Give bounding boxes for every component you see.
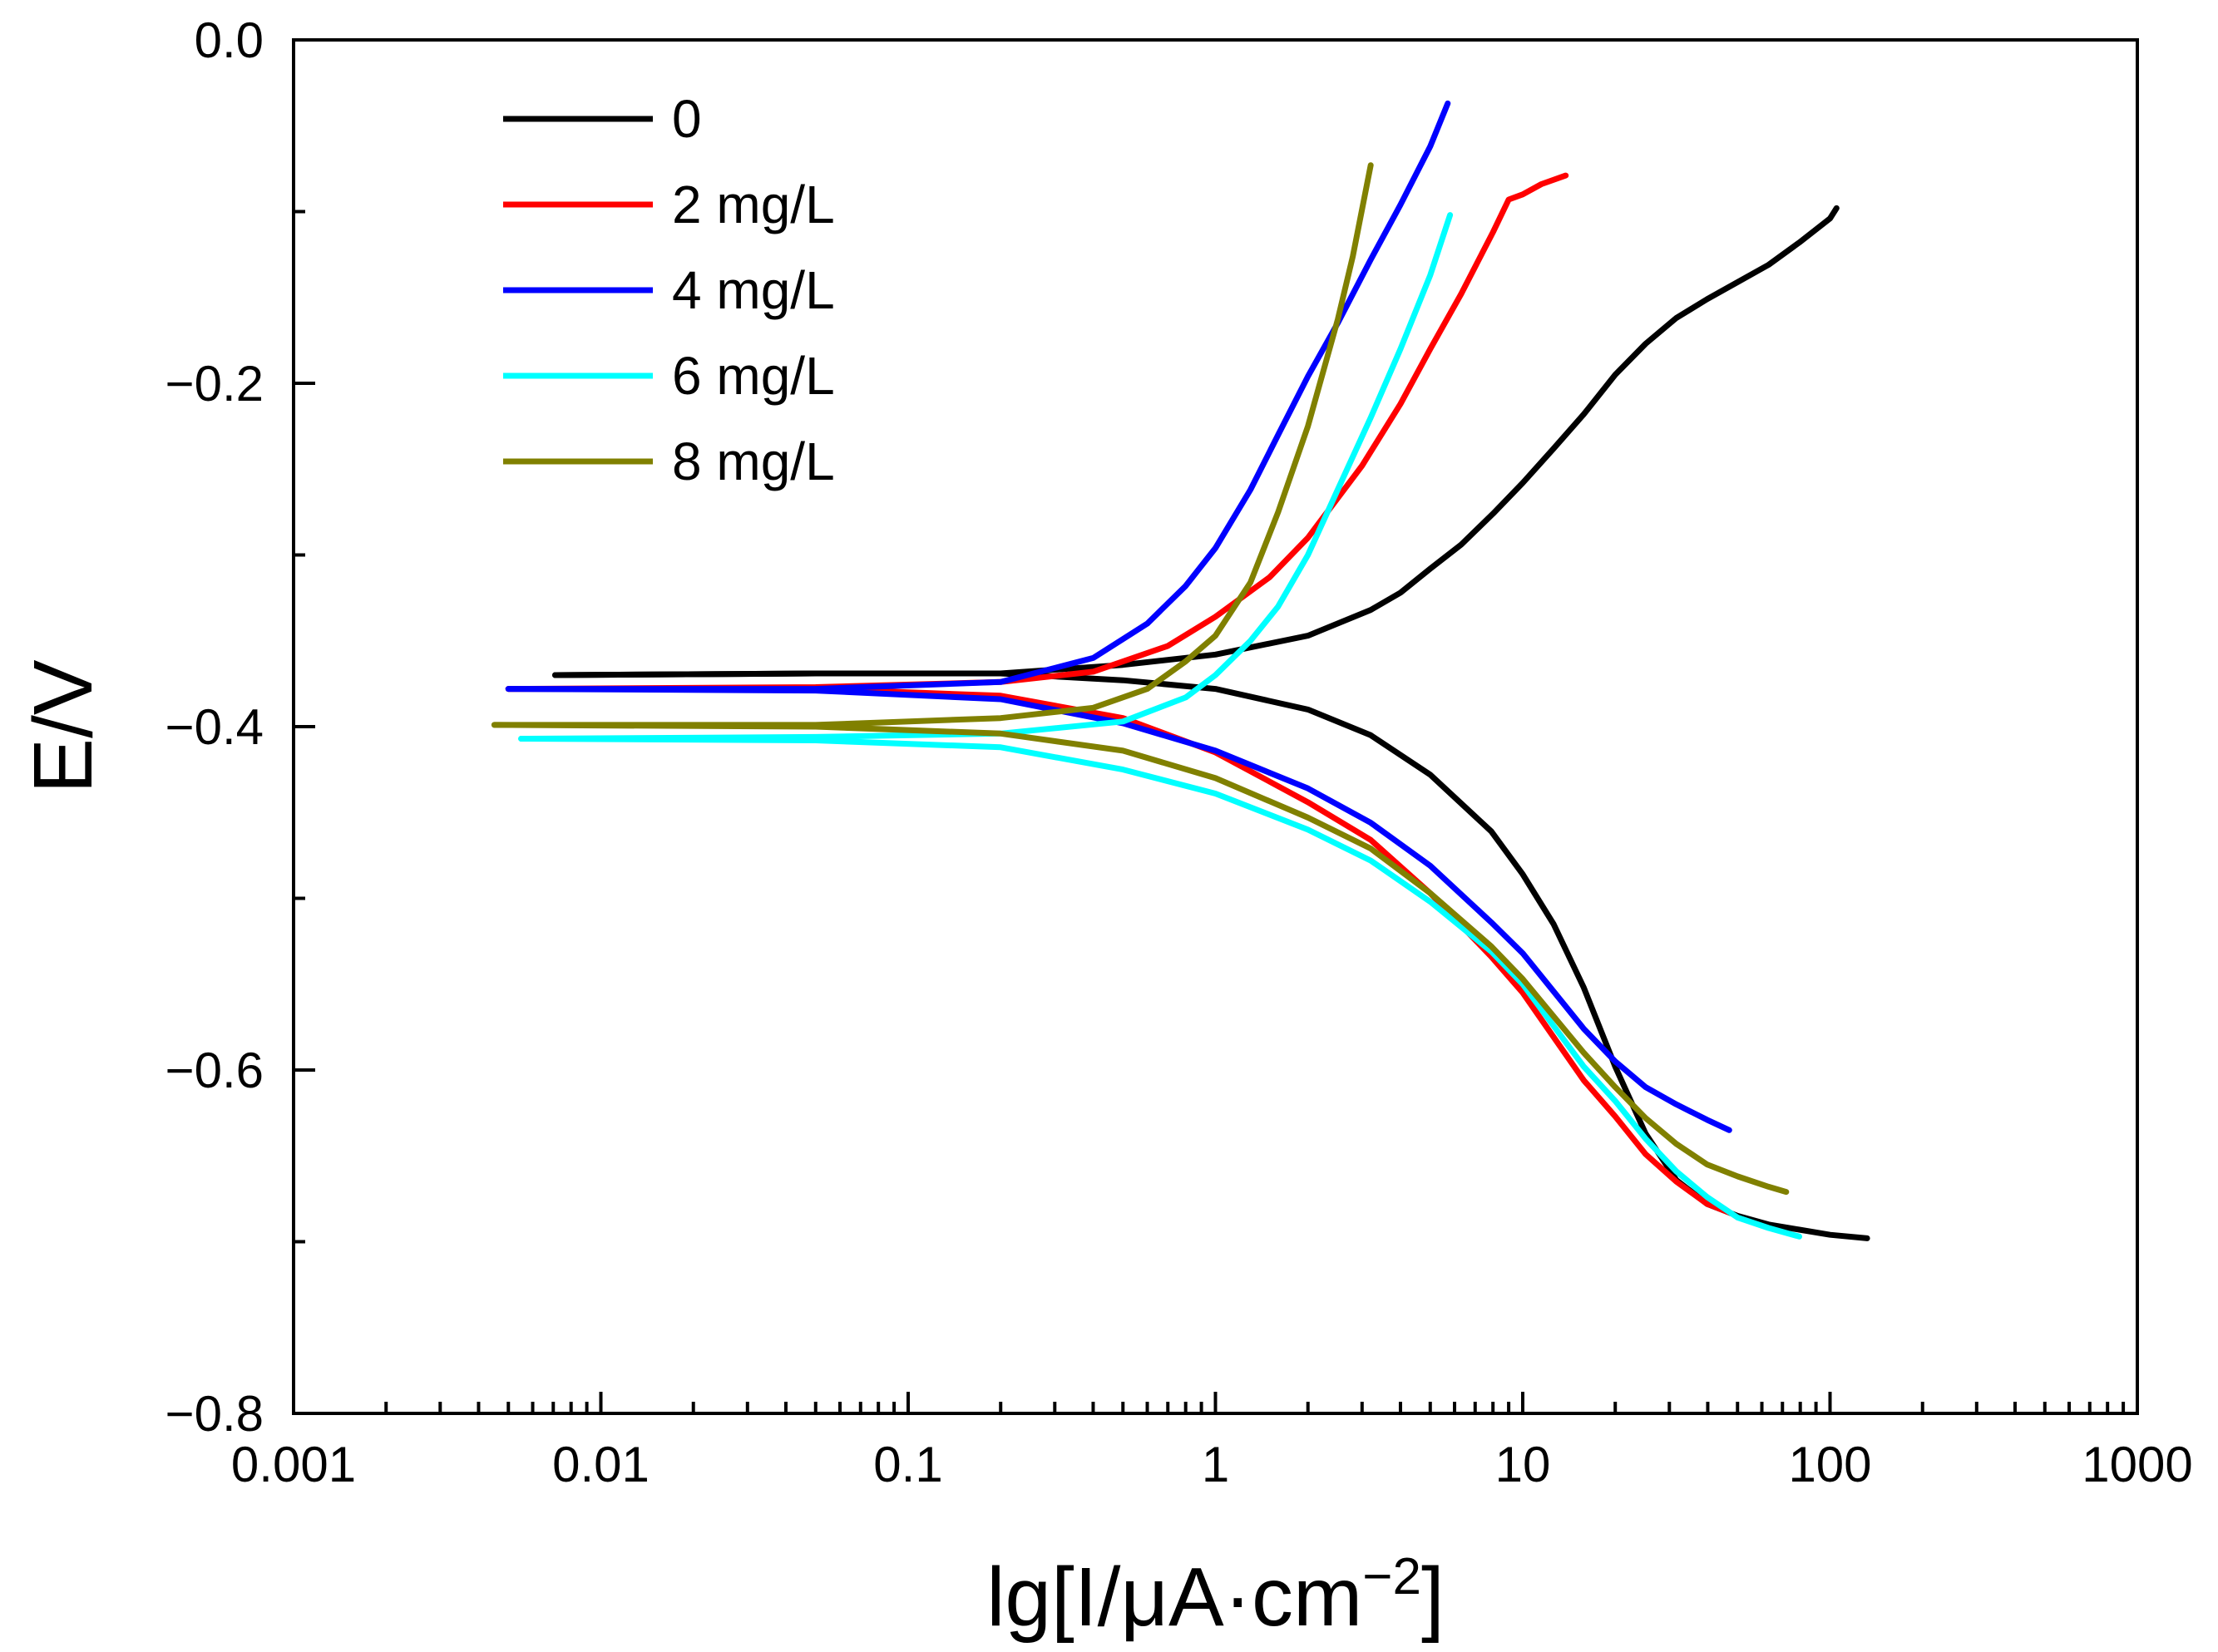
series-group: [491, 100, 1870, 1241]
x-axis-title-exponent: −2: [1362, 1548, 1421, 1605]
x-axis-title-suffix: ]: [1421, 1551, 1445, 1644]
series-4: [491, 162, 1790, 1196]
legend: 0 2 mg/L 4 mg/L 6 mg/L 8 mg/L: [503, 89, 835, 491]
series-line-0-cathodic: [552, 670, 1870, 1241]
legend-label-4: 8 mg/L: [672, 431, 835, 491]
x-tick-label-0: 0.001: [231, 1437, 356, 1492]
legend-label-3: 6 mg/L: [672, 346, 835, 406]
x-axis-title: lg[I/μA·cm−2]: [986, 1548, 1445, 1644]
series-line-3-anodic: [518, 212, 1454, 742]
series-1: [505, 172, 1732, 1216]
series-line-0-anodic: [552, 205, 1840, 678]
y-axis-title: E/V: [17, 659, 110, 793]
x-tick-label-6: 1000: [2082, 1437, 2192, 1492]
series-line-4-anodic: [491, 162, 1374, 728]
legend-label-0: 0: [672, 89, 702, 149]
y-tick-label-3: −0.6: [165, 1043, 264, 1098]
legend-label-2: 4 mg/L: [672, 260, 835, 320]
series-line-4-cathodic: [491, 722, 1790, 1196]
series-line-2-anodic: [505, 100, 1451, 693]
series-line-1-anodic: [505, 172, 1569, 693]
series-3: [518, 212, 1802, 1240]
series-line-3-cathodic: [518, 736, 1802, 1240]
y-tick-label-4: −0.8: [165, 1386, 264, 1442]
y-tick-label-2: −0.4: [165, 699, 264, 755]
x-axis-title-main: lg[I/μA·cm: [986, 1551, 1362, 1644]
x-tick-label-4: 10: [1495, 1437, 1551, 1492]
x-tick-label-2: 0.1: [873, 1437, 942, 1492]
x-tick-label-3: 1: [1202, 1437, 1229, 1492]
plot-area: 0.001 0.01 0.1 1 10 100 1000 0.0 −0.2 −0.4 −0.6 −0.…: [165, 12, 2193, 1492]
y-tick-label-0: 0.0: [195, 12, 264, 68]
x-tick-label-1: 0.01: [552, 1437, 650, 1492]
ticks-group: 0.001 0.01 0.1 1 10 100 1000 0.0 −0.2 −0.4 −0.6 −0.…: [165, 12, 2193, 1492]
x-tick-label-5: 100: [1788, 1437, 1871, 1492]
legend-label-1: 2 mg/L: [672, 175, 835, 234]
series-2: [505, 100, 1732, 1133]
y-tick-label-1: −0.2: [165, 356, 264, 412]
